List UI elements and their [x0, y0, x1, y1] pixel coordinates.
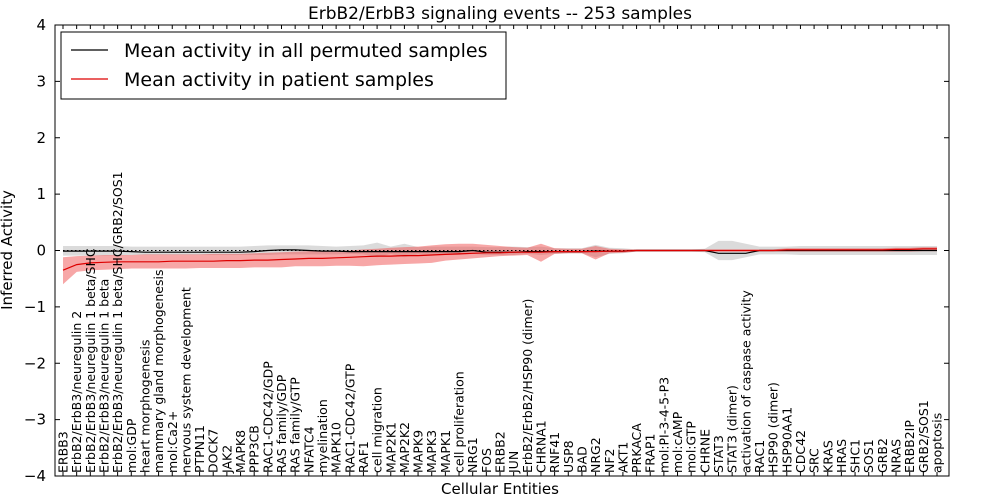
x-tick-label: RAF1 — [356, 441, 371, 473]
x-tick-label: HSP90 (dimer) — [766, 382, 781, 473]
x-tick-label: MAPK3 — [424, 430, 439, 473]
x-tick-label: NRG1 — [465, 437, 480, 473]
patient-range-band — [63, 243, 937, 285]
x-tick-label: CHRNA1 — [534, 420, 549, 473]
x-tick-label: RAS family/GDP — [274, 374, 289, 473]
y-tick-label: 0 — [36, 242, 46, 260]
x-tick-label: cell migration — [370, 387, 385, 473]
y-tick-label: 2 — [36, 129, 46, 147]
y-tick-label: −2 — [24, 354, 46, 372]
x-tick-label: ErbB2/ErbB3/neuregulin 1 beta/SHC — [83, 248, 98, 473]
x-tick-label: SHC1 — [848, 439, 863, 473]
x-tick-label: nervous system development — [178, 287, 193, 473]
x-tick-label: ERBB2IP — [902, 420, 917, 473]
y-tick-label: 4 — [36, 16, 46, 34]
x-tick-label: heart morphogenesis — [137, 340, 152, 474]
x-tick-label: ErbB2/ErbB2/HSP90 (dimer) — [520, 299, 535, 473]
x-axis-label: Cellular Entities — [441, 480, 559, 498]
line-layer — [62, 248, 937, 271]
x-tick-label: MAP2K2 — [397, 422, 412, 473]
x-tick-label: KRAS — [820, 440, 835, 473]
x-tick-label: JUN — [506, 451, 521, 474]
x-tick-label: NRG2 — [588, 437, 603, 473]
y-axis-label: Inferred Activity — [0, 190, 16, 310]
x-tick-label: ErbB2/ErbB3/neuregulin 1 beta/SHC/GRB2/S… — [110, 171, 125, 473]
x-tick-label: CDC42 — [793, 430, 808, 473]
x-tick-label: PTPN11 — [192, 425, 207, 473]
x-tick-label: DOCK7 — [206, 429, 221, 473]
x-tick-label: PRKACA — [629, 423, 644, 473]
x-tick-label: MAPK8 — [233, 430, 248, 473]
x-tick-label: FRAP1 — [643, 434, 658, 473]
x-tick-label: MAP2K1 — [383, 422, 398, 473]
y-tick-label: −4 — [24, 467, 46, 485]
x-tick-label: mol:PI-3-4-5-P3 — [656, 377, 671, 473]
x-tick-label: GRB2/SOS1 — [916, 400, 931, 473]
x-tick-label: HRAS — [834, 439, 849, 473]
x-tick-label: NFATC4 — [301, 426, 316, 473]
x-tick-label: STAT3 — [711, 435, 726, 473]
x-tick-label: NRAS — [889, 439, 904, 473]
x-tick-label: GRB2 — [875, 438, 890, 473]
chart-title: ErbB2/ErbB3 signaling events -- 253 samp… — [308, 4, 692, 24]
x-tick-label: ERBB2 — [493, 431, 508, 473]
x-tick-label: FOS — [479, 448, 494, 473]
x-tick-label: SRC — [807, 448, 822, 473]
x-tick-label: SOS1 — [861, 439, 876, 473]
x-tick-label: myelination — [315, 399, 330, 473]
patient-mean-line — [62, 248, 937, 271]
x-tick-label: MAPK10 — [329, 422, 344, 473]
x-tick-label: NF2 — [602, 449, 617, 474]
x-tick-label: RAC1 — [752, 440, 767, 473]
x-tick-label: ERBB3 — [56, 431, 71, 473]
x-tick-label: USP8 — [561, 440, 576, 473]
x-tick-label: MAPK9 — [411, 430, 426, 473]
x-tick-label: apoptosis — [930, 413, 945, 473]
x-tick-label: STAT3 (dimer) — [725, 385, 740, 473]
y-tick-label: 3 — [36, 72, 46, 90]
y-tick-label: −1 — [24, 298, 46, 316]
legend-frame — [60, 31, 507, 100]
x-tick-label: RAC1-CDC42/GDP — [260, 361, 275, 473]
x-tick-label: activation of caspase activity — [738, 290, 753, 473]
x-tick-label: ErbB2/ErbB3/neuregulin 1 beta — [97, 279, 112, 473]
x-tick-label: mol:GTP — [684, 421, 699, 473]
x-tick-label: BAD — [574, 446, 589, 473]
x-tick-label: MAPK1 — [438, 430, 453, 473]
x-tick-label: mol:Ca2+ — [165, 411, 180, 473]
x-tick-label: mol:GDP — [124, 418, 139, 473]
x-tick-label: AKT1 — [615, 442, 630, 473]
x-tick-label: RNF41 — [547, 432, 562, 473]
x-tick-label: PPP3CB — [247, 425, 262, 473]
legend-label-permuted: Mean activity in all permuted samples — [124, 40, 487, 62]
legend: Mean activity in all permuted samples Me… — [60, 31, 507, 100]
x-tick-label: cell proliferation — [452, 371, 467, 473]
y-tick-label: −3 — [24, 411, 46, 429]
x-tick-label: JAK2 — [219, 445, 234, 474]
x-tick-label: ErbB2/ErbB3/neuregulin 2 — [69, 311, 84, 473]
x-tick-label: mammary gland morphogenesis — [151, 270, 166, 473]
x-tick-label: HSP90AA1 — [779, 407, 794, 473]
x-tick-label: RAS family/GTP — [288, 377, 303, 473]
x-tick-label: mol:cAMP — [670, 411, 685, 473]
x-tick-label: RAC1-CDC42/GTP — [342, 363, 357, 473]
legend-label-patient: Mean activity in patient samples — [124, 69, 434, 91]
x-tick-label: CHRNE — [697, 429, 712, 473]
y-axis: 4 3 2 1 0 −1 −2 −3 −4 — [24, 16, 949, 485]
y-tick-label: 1 — [36, 185, 46, 203]
